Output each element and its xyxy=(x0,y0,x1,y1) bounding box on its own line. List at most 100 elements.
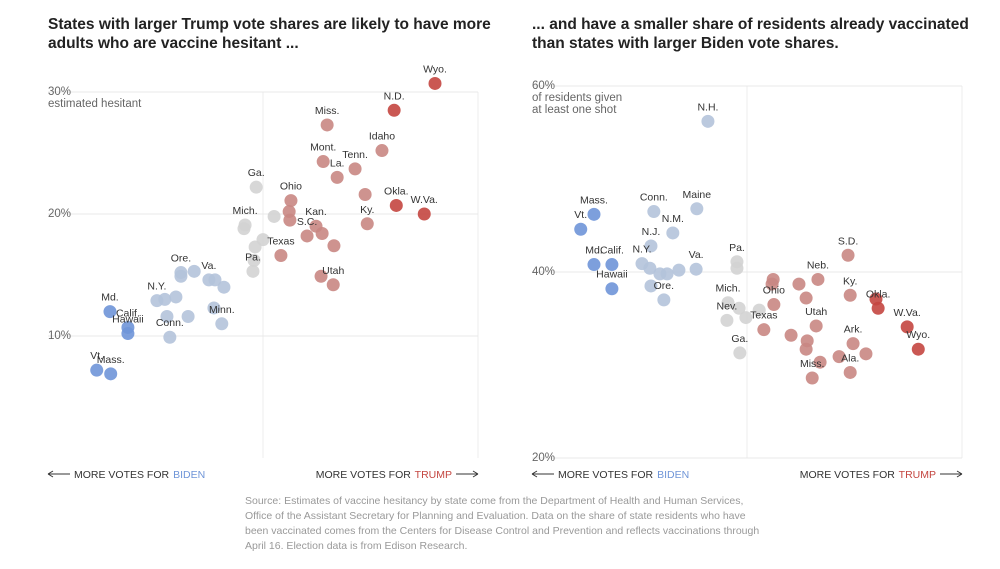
state-point xyxy=(247,253,261,267)
chart-title: than states with larger Biden vote share… xyxy=(532,35,839,52)
state-label: Pa. xyxy=(245,251,261,263)
x-label-prefix: MORE VOTES FOR xyxy=(558,469,654,481)
state-label: Miss. xyxy=(315,105,340,117)
state-point xyxy=(739,311,753,325)
x-axis-label-left: MORE VOTES FOR BIDEN xyxy=(558,469,689,481)
state-point xyxy=(237,222,251,236)
state-label: S.C. xyxy=(297,216,317,228)
state-point xyxy=(843,288,857,302)
chart-title: ... and have a smaller share of resident… xyxy=(532,16,969,33)
state-label: Ohio xyxy=(763,285,785,297)
state-point xyxy=(169,290,183,304)
state-point xyxy=(215,317,229,331)
state-point xyxy=(207,301,221,315)
state-label: Ore. xyxy=(171,253,191,265)
state-label: N.D. xyxy=(384,90,405,102)
state-label: Hawaii xyxy=(112,314,144,326)
y-tick-label: 30% xyxy=(48,86,71,98)
state-point xyxy=(832,350,846,364)
state-label: Mass. xyxy=(97,354,125,366)
x-label-party: TRUMP xyxy=(899,469,936,481)
state-label: Tenn. xyxy=(342,149,368,161)
state-point xyxy=(859,347,873,361)
state-point xyxy=(158,292,172,306)
state-point xyxy=(375,144,389,158)
state-point xyxy=(181,309,195,323)
state-label: W.Va. xyxy=(411,194,438,206)
state-point xyxy=(160,309,174,323)
state-point xyxy=(163,330,177,344)
state-label: Minn. xyxy=(209,304,235,316)
state-point xyxy=(799,291,813,305)
state-point xyxy=(248,240,262,254)
state-point xyxy=(327,239,341,253)
state-label: Nev. xyxy=(717,300,738,312)
state-point xyxy=(752,303,766,317)
state-point xyxy=(869,292,883,306)
state-label: N.Y. xyxy=(147,281,166,293)
state-point xyxy=(843,365,857,379)
state-label: Md. xyxy=(101,292,119,304)
state-point xyxy=(90,363,104,377)
state-point xyxy=(208,273,222,287)
state-point xyxy=(320,118,334,132)
x-label-prefix: MORE VOTES FOR xyxy=(316,469,412,481)
state-point xyxy=(174,269,188,283)
state-point xyxy=(417,207,431,221)
arrow-left xyxy=(531,470,554,478)
state-point xyxy=(315,227,329,241)
x-label-prefix: MORE VOTES FOR xyxy=(800,469,896,481)
state-point xyxy=(348,162,362,176)
state-point xyxy=(389,198,403,212)
state-label: Md. xyxy=(585,245,603,257)
state-label: La. xyxy=(330,157,345,169)
state-point xyxy=(813,355,827,369)
state-point xyxy=(330,170,344,184)
state-label: Mass. xyxy=(580,194,608,206)
state-label: Va. xyxy=(689,249,704,261)
state-point xyxy=(284,194,298,208)
state-label: Okla. xyxy=(866,288,891,300)
state-point xyxy=(757,323,771,337)
state-point xyxy=(267,209,281,223)
state-label: Calif. xyxy=(600,245,624,257)
state-label: Conn. xyxy=(156,317,184,329)
state-point xyxy=(811,272,825,286)
state-point xyxy=(274,248,288,262)
state-point xyxy=(809,319,823,333)
state-label: Calif. xyxy=(116,307,140,319)
chart-title: adults who are vaccine hesitant ... xyxy=(48,35,299,52)
state-point xyxy=(574,222,588,236)
state-label: N.M. xyxy=(662,213,684,225)
state-point xyxy=(644,239,658,253)
state-label: Texas xyxy=(267,235,294,247)
state-point xyxy=(784,328,798,342)
state-point xyxy=(428,76,442,90)
state-point xyxy=(300,229,314,243)
state-point xyxy=(283,213,297,227)
x-label-party: BIDEN xyxy=(657,469,689,481)
state-label: Kan. xyxy=(305,206,327,218)
state-label: Wyo. xyxy=(423,63,447,75)
state-label: Utah xyxy=(322,265,344,277)
state-point xyxy=(765,277,779,291)
arrow-right xyxy=(456,470,479,478)
y-tick-label: 20% xyxy=(48,208,71,220)
state-point xyxy=(217,280,231,294)
state-label: W.Va. xyxy=(894,307,921,319)
state-label: Texas xyxy=(750,310,777,322)
state-point xyxy=(605,258,619,272)
state-label: Neb. xyxy=(807,259,829,271)
state-point xyxy=(587,207,601,221)
state-point xyxy=(672,263,686,277)
state-point xyxy=(732,301,746,315)
state-label: Okla. xyxy=(384,185,409,197)
state-point xyxy=(767,298,781,312)
state-point xyxy=(701,114,715,128)
state-point xyxy=(358,187,372,201)
state-point xyxy=(666,226,680,240)
arrow-left xyxy=(47,470,70,478)
state-point xyxy=(187,264,201,278)
state-point xyxy=(911,342,925,356)
state-point xyxy=(841,248,855,262)
